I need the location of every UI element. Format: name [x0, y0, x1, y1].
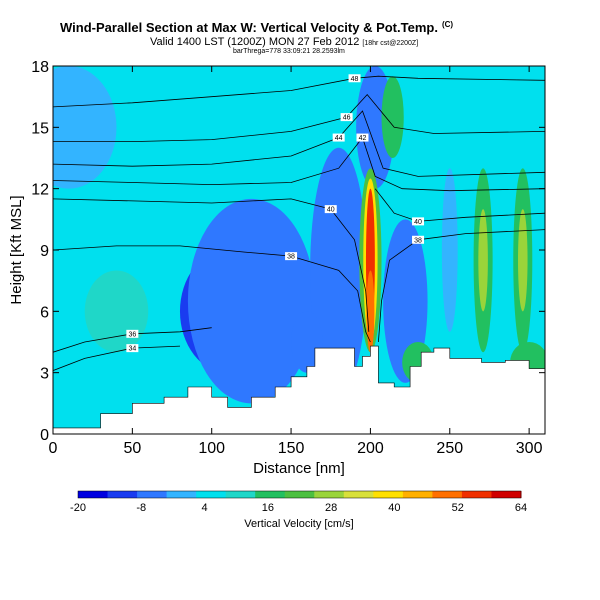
isentrope-label-bg-7 [332, 133, 345, 142]
colorbar-segment-12 [432, 491, 463, 498]
field-cell-9 [441, 168, 458, 332]
x-tick-label-0: 0 [49, 440, 58, 457]
colorbar-tick-7: 64 [515, 502, 527, 514]
y-axis-label: Height [Kft MSL] [8, 195, 25, 304]
colorbar-segment-6 [255, 491, 286, 498]
field-cell-22 [53, 66, 117, 189]
x-tick-label-2: 100 [198, 440, 225, 457]
x-axis-label: Distance [nm] [253, 460, 345, 477]
colorbar-tick-3: 16 [262, 502, 274, 514]
field-cell-18 [381, 76, 404, 158]
isentrope-label-bg-0 [126, 344, 139, 353]
chart-attribution: barThrega=778 33:09:21 28.2593lm [233, 48, 345, 55]
chart-subtitle: Valid 1400 LST (1200Z) MON 27 Feb 2012 [… [150, 36, 418, 48]
x-tick-label-3: 150 [278, 440, 305, 457]
y-tick-label-5: 15 [31, 120, 49, 137]
colorbar-segment-9 [343, 491, 374, 498]
colorbar-frame [77, 490, 522, 499]
y-tick-label-2: 6 [40, 304, 49, 321]
terrain-mask [53, 345, 545, 434]
colorbar-segment-5 [225, 491, 256, 498]
isentrope-label-6: 42 [359, 135, 367, 142]
colorbar-segment-14 [491, 491, 522, 498]
isentrope-label-bg-4 [324, 205, 337, 214]
colorbar-label: Vertical Velocity [cm/s] [244, 518, 353, 530]
field-cell-15 [478, 209, 488, 312]
chart-subtitle-note: [18hr cst@2200Z] [362, 40, 419, 47]
isentrope-label-7: 44 [335, 135, 343, 142]
field-cell-6 [383, 219, 428, 383]
colorbar-tick-0: -20 [70, 502, 86, 514]
colorbar-segment-2 [137, 491, 168, 498]
isentrope-6 [53, 136, 545, 192]
isentrope-label-bg-5 [412, 217, 425, 226]
isentrope-label-2: 38 [287, 254, 295, 261]
isentrope-label-bg-3 [412, 235, 425, 244]
colorbar-tick-5: 40 [388, 502, 400, 514]
isentrope-4 [53, 198, 370, 332]
x-tick-label-4: 200 [357, 440, 384, 457]
isentrope-label-bg-1 [126, 329, 139, 338]
chart-subtitle-text: Valid 1400 LST (1200Z) MON 27 Feb 2012 [150, 36, 360, 48]
isentrope-label-4: 40 [327, 207, 335, 214]
colorbar-segment-10 [373, 491, 404, 498]
colorbar-segment-8 [314, 491, 345, 498]
chart-title-mark: (C) [441, 20, 454, 29]
x-tick-label-1: 50 [123, 440, 141, 457]
isentrope-label-3: 38 [414, 237, 422, 244]
isentrope-label-bg-8 [340, 113, 353, 122]
isentrope-label-0: 34 [128, 346, 136, 353]
isentrope-label-bg-2 [285, 252, 298, 261]
y-tick-label-6: 18 [31, 59, 49, 76]
colorbar-segment-4 [196, 491, 227, 498]
isentrope-label-5: 40 [414, 219, 422, 226]
isentrope-3 [378, 229, 545, 343]
colorbar-segment-13 [461, 491, 492, 498]
colorbar-segment-7 [284, 491, 315, 498]
colorbar-tick-4: 28 [325, 502, 337, 514]
isentrope-0 [53, 345, 181, 371]
isentrope-label-8: 46 [343, 115, 351, 122]
field-cell-2 [187, 198, 315, 404]
y-tick-label-1: 3 [40, 366, 49, 383]
y-tick-label-0: 0 [40, 427, 49, 444]
terrain [53, 345, 545, 434]
x-tick-label-5: 250 [436, 440, 463, 457]
colorbar-segment-11 [402, 491, 433, 498]
isentrope-label-1: 36 [128, 331, 136, 338]
y-tick-label-4: 12 [31, 182, 49, 199]
isentrope-label-9: 48 [351, 76, 359, 83]
colorbar-segment-0 [78, 491, 109, 498]
colorbar-segment-1 [107, 491, 138, 498]
colorbar-tick-6: 52 [452, 502, 464, 514]
isentrope-contours: 34 36 38 38 40 40 42 44 46 48 [53, 74, 545, 371]
x-tick-label-6: 300 [516, 440, 543, 457]
chart-title: Wind-Parallel Section at Max W: Vertical… [60, 20, 453, 35]
y-tick-label-3: 9 [40, 243, 49, 260]
isentrope-9 [53, 75, 545, 108]
colorbar: -20 -8 4 16 28 40 52 64 [70, 490, 527, 514]
isentrope-label-bg-9 [348, 74, 361, 83]
colorbar-tick-2: 4 [202, 502, 208, 514]
colorbar-segment-3 [166, 491, 197, 498]
isentrope-label-bg-6 [356, 133, 369, 142]
chart-title-text: Wind-Parallel Section at Max W: Vertical… [60, 20, 438, 35]
colorbar-tick-1: -8 [136, 502, 146, 514]
field-cell-17 [518, 209, 528, 312]
